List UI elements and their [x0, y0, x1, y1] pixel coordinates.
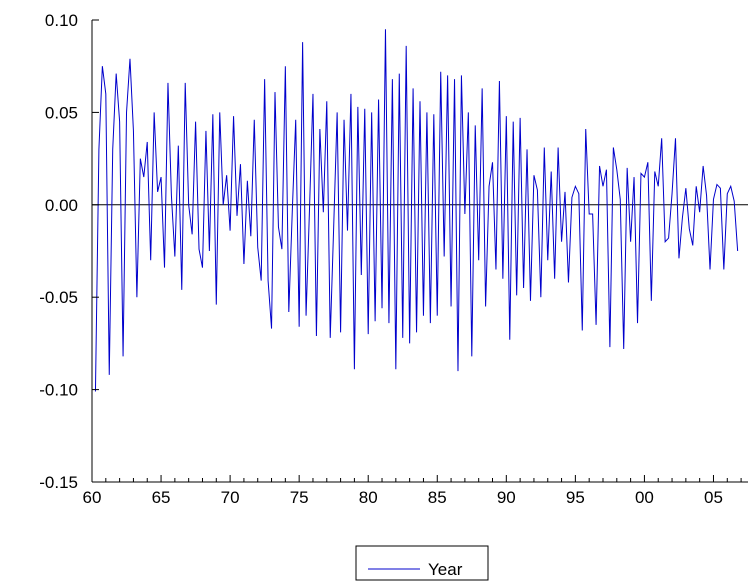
plot-area: [91, 20, 748, 483]
x-tick-label: 80: [359, 488, 378, 507]
legend-box: [355, 545, 489, 581]
x-tick-label: 95: [566, 488, 585, 507]
y-tick-label: -0.05: [39, 288, 78, 307]
x-tick-label: 85: [428, 488, 447, 507]
y-axis: 0.10 0.05 0.00 -0.05 -0.10 -0.15: [39, 11, 99, 492]
legend-label-year: Year: [428, 560, 463, 579]
x-tick-label: 75: [290, 488, 309, 507]
series-layer: [94, 29, 739, 392]
y-tick-label: 0.10: [45, 11, 78, 30]
x-tick-label: 60: [83, 488, 102, 507]
x-tick-label: 90: [497, 488, 516, 507]
legend: Year: [355, 545, 489, 581]
x-tick-label: 70: [221, 488, 240, 507]
y-tick-label: 0.05: [45, 103, 78, 122]
x-axis: 60 65 70 75 80 85 90 95 00 05: [83, 475, 742, 507]
x-tick-label: 65: [152, 488, 171, 507]
y-tick-label: -0.15: [39, 473, 78, 492]
x-tick-label: 00: [635, 488, 654, 507]
y-tick-label: 0.00: [45, 196, 78, 215]
y-tick-label: -0.10: [39, 381, 78, 400]
series-line-year: [94, 29, 739, 392]
x-tick-label: 05: [704, 488, 723, 507]
